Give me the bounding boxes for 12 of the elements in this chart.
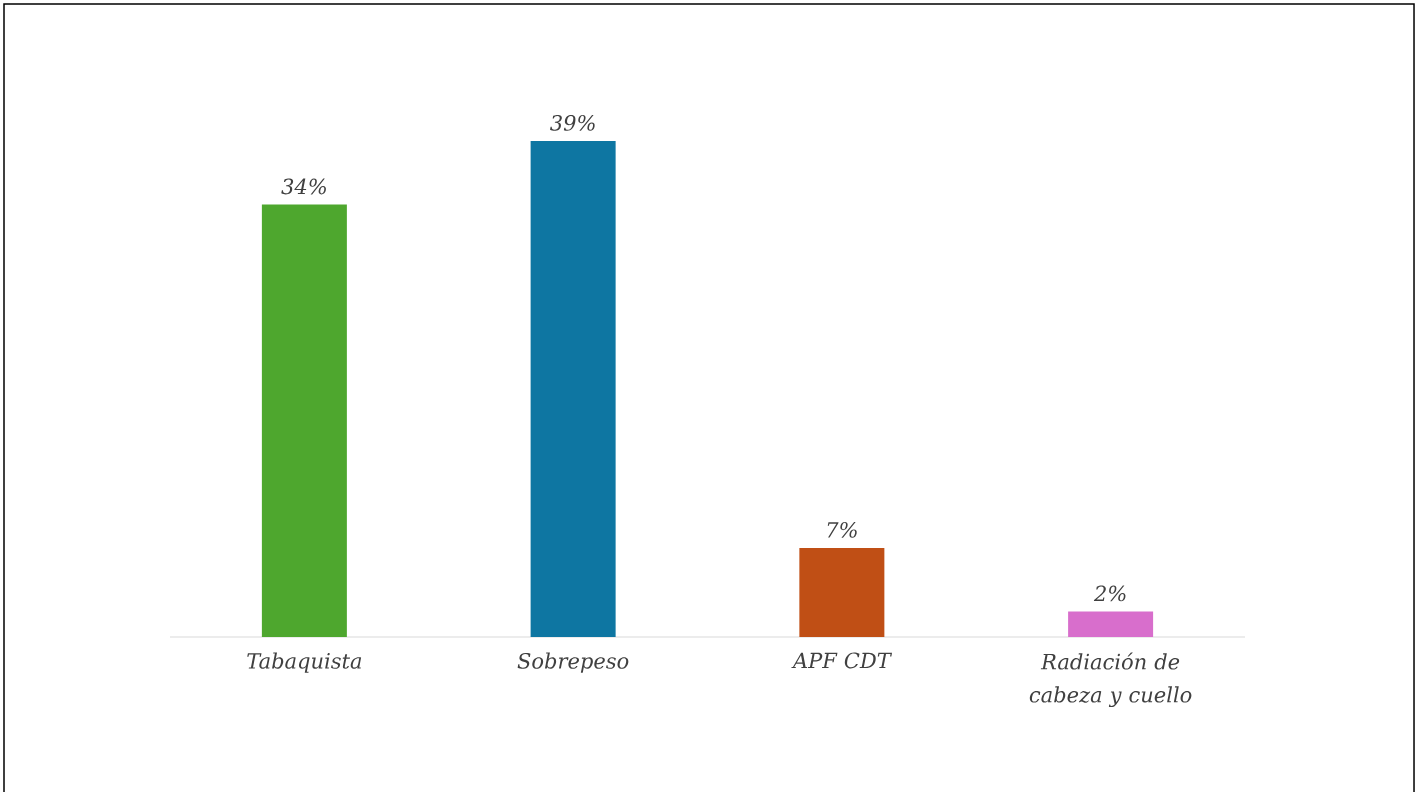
x-tick-label: Tabaquista xyxy=(247,652,362,673)
bar xyxy=(799,547,885,637)
x-tick-label: APF CDT xyxy=(791,652,893,669)
x-tick-label: Sobrepeso xyxy=(517,652,629,673)
data-label: 2% xyxy=(1093,585,1126,602)
data-label: 7% xyxy=(827,521,857,538)
bar xyxy=(1068,611,1154,637)
data-label: 34% xyxy=(281,178,326,195)
x-tick-label: Radiación de cabeza y cuello xyxy=(1029,652,1192,707)
bar xyxy=(261,204,347,637)
bar xyxy=(530,140,616,637)
data-label: 39% xyxy=(550,114,595,131)
